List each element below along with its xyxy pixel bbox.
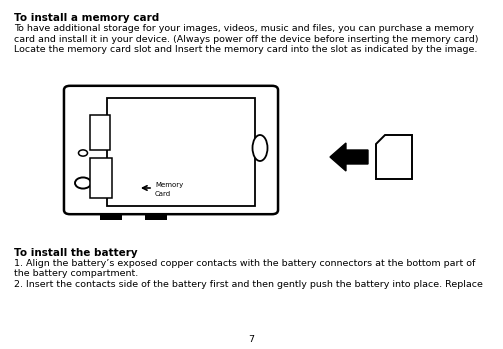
FancyBboxPatch shape xyxy=(64,86,278,214)
Text: To install a memory card: To install a memory card xyxy=(14,13,159,23)
Polygon shape xyxy=(330,143,368,171)
Text: card and install it in your device. (Always power off the device before insertin: card and install it in your device. (Alw… xyxy=(14,35,478,44)
Bar xyxy=(107,98,255,206)
Circle shape xyxy=(75,177,91,188)
Text: To install the battery: To install the battery xyxy=(14,248,138,258)
Text: Card: Card xyxy=(155,191,171,197)
Polygon shape xyxy=(376,135,412,179)
Text: 1. Align the battery’s exposed copper contacts with the battery connectors at th: 1. Align the battery’s exposed copper co… xyxy=(14,259,475,268)
Bar xyxy=(90,158,112,198)
Text: Memory: Memory xyxy=(155,182,183,188)
Text: 7: 7 xyxy=(248,335,254,344)
Ellipse shape xyxy=(253,135,268,161)
Text: Locate the memory card slot and Insert the memory card into the slot as indicate: Locate the memory card slot and Insert t… xyxy=(14,45,477,54)
Bar xyxy=(145,213,167,220)
Text: the battery compartment.: the battery compartment. xyxy=(14,269,138,279)
Text: To have additional storage for your images, videos, music and files, you can pur: To have additional storage for your imag… xyxy=(14,24,474,33)
Bar xyxy=(100,213,122,220)
Text: 2. Insert the contacts side of the battery first and then gently push the batter: 2. Insert the contacts side of the batte… xyxy=(14,280,483,289)
Circle shape xyxy=(78,150,88,156)
Bar xyxy=(90,115,110,150)
